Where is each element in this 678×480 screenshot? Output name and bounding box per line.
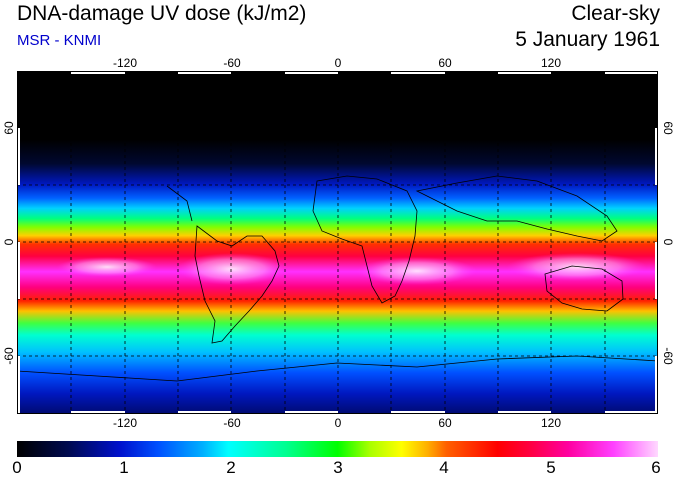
uv-dose-map [17, 71, 658, 414]
colorbar-label: 4 [439, 458, 449, 477]
colorbar-label: 0 [12, 458, 22, 477]
map-title: DNA-damage UV dose (kJ/m2) [17, 2, 307, 25]
colorbar-label: 1 [119, 458, 129, 477]
colorbar-label: 5 [546, 458, 556, 477]
lon-label-top: 0 [334, 56, 342, 70]
lat-label-right: 0 [661, 238, 675, 246]
condition-label: Clear-sky [571, 2, 660, 25]
lon-label-top: -120 [112, 56, 138, 70]
source-label: MSR - KNMI [17, 32, 102, 49]
lat-label-left: 60 [2, 121, 16, 135]
lon-label-top: -60 [223, 56, 241, 70]
colorbar-label: 2 [226, 458, 236, 477]
lon-label-top: 120 [540, 56, 562, 70]
lon-label-top: 60 [438, 56, 452, 70]
date-label: 5 January 1961 [515, 28, 660, 51]
colorbar-label: 3 [333, 458, 343, 477]
lat-label-left: -60 [2, 347, 16, 365]
lon-label-bottom: 0 [334, 416, 342, 430]
lat-label-left: 0 [2, 238, 16, 246]
colorbar-label: 6 [651, 458, 661, 477]
lat-label-right: -60 [661, 347, 675, 365]
lon-label-bottom: -120 [112, 416, 138, 430]
colorbar [17, 441, 658, 457]
lat-label-right: 60 [661, 121, 675, 135]
lon-label-bottom: -60 [223, 416, 241, 430]
lon-label-bottom: 60 [438, 416, 452, 430]
lon-label-bottom: 120 [540, 416, 562, 430]
